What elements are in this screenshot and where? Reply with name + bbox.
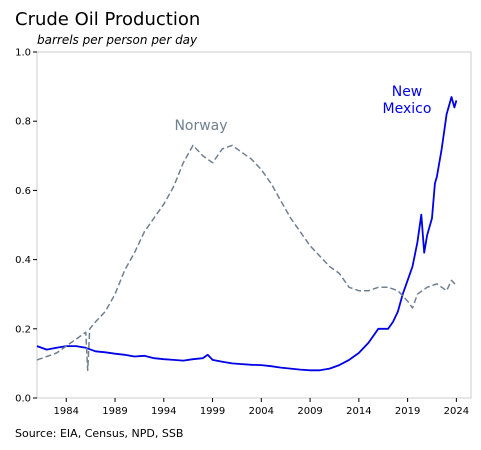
x-tick-label: 1994 bbox=[151, 406, 176, 417]
chart-title: Crude Oil Production bbox=[15, 9, 200, 30]
y-axis: 0.0 0.2 0.4 0.6 0.8 1.0 bbox=[15, 48, 37, 405]
y-tick-label: 0.2 bbox=[15, 324, 31, 335]
chart-subtitle: barrels per person per day bbox=[37, 33, 198, 47]
series-label-norway: Norway bbox=[174, 118, 227, 134]
plot-frame bbox=[36, 51, 472, 399]
x-tick-label: 2019 bbox=[395, 406, 420, 417]
series-label-line: New bbox=[392, 84, 423, 100]
y-tick-label: 0.6 bbox=[15, 186, 31, 197]
y-tick-label: 0.8 bbox=[15, 117, 31, 128]
series-labels: New Mexico Norway bbox=[174, 84, 431, 134]
y-tick-label: 0.0 bbox=[15, 394, 31, 405]
x-tick-label: 2014 bbox=[346, 406, 371, 417]
series-label-new-mexico: New Mexico bbox=[383, 84, 432, 117]
x-axis: 1984 1989 1994 1999 2004 2009 2014 2019 2024 bbox=[54, 398, 469, 417]
x-tick-label: 2024 bbox=[444, 406, 469, 417]
x-tick-label: 1999 bbox=[200, 406, 225, 417]
x-tick-label: 1989 bbox=[102, 406, 127, 417]
series-label-line: Norway bbox=[174, 118, 227, 134]
series-label-line: Mexico bbox=[383, 101, 432, 117]
source-note: Source: EIA, Census, NPD, SSB bbox=[15, 427, 183, 440]
x-tick-label: 1984 bbox=[54, 406, 79, 417]
y-tick-label: 0.4 bbox=[15, 255, 31, 266]
series-lines bbox=[36, 96, 458, 372]
x-tick-label: 2004 bbox=[249, 406, 274, 417]
y-tick-label: 1.0 bbox=[15, 48, 31, 59]
x-tick-label: 2009 bbox=[297, 406, 322, 417]
series-line-new-mexico bbox=[36, 96, 458, 372]
series-line-norway bbox=[36, 144, 457, 372]
